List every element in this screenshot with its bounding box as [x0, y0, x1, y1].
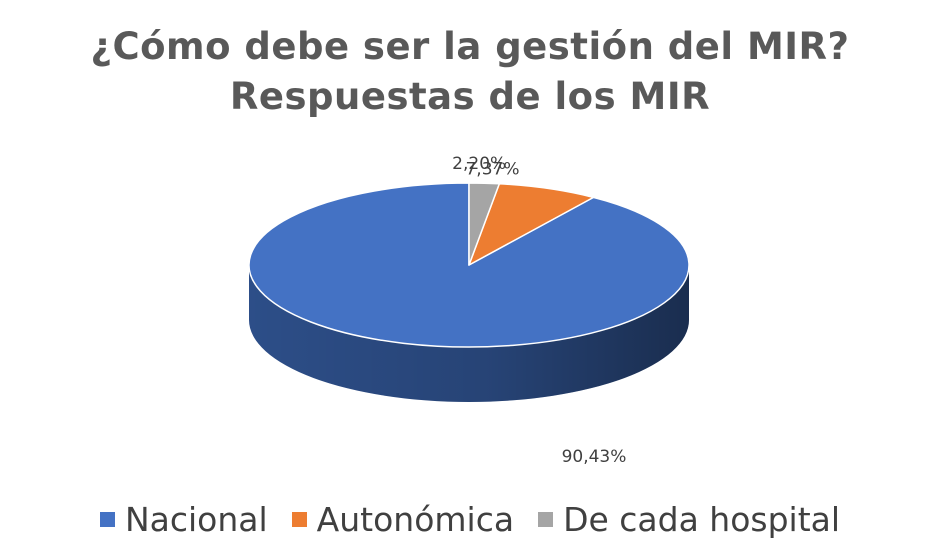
- legend-swatch-autonomica: [291, 512, 307, 527]
- chart-title-line-2: Respuestas de los MIR: [229, 75, 711, 118]
- legend-label-nacional: Nacional: [124, 500, 268, 539]
- legend-label-de-cada-hospital: De cada hospital: [563, 500, 841, 539]
- data-label-nacional: 90,43%: [562, 447, 627, 467]
- pie-slice-de-cada-hospital: [468, 182, 501, 266]
- data-label-autonomica: 7,37%: [465, 160, 519, 180]
- pie-side-shade-nacional: [249, 265, 689, 402]
- chart-title: ¿Cómo debe ser la gestión del MIR? Respu…: [0, 22, 940, 122]
- data-label-de-cada-hospital: 2,20%: [452, 154, 506, 174]
- legend-item-nacional: Nacional: [99, 500, 268, 539]
- legend-item-autonomica: Autonómica: [291, 500, 515, 539]
- legend: Nacional Autonómica De cada hospital: [0, 500, 940, 539]
- pie-sides: [249, 265, 689, 402]
- legend-item-de-cada-hospital: De cada hospital: [538, 500, 840, 539]
- chart-title-line-1: ¿Cómo debe ser la gestión del MIR?: [90, 25, 850, 68]
- pie-tops: [248, 182, 690, 348]
- legend-swatch-nacional: [99, 512, 115, 527]
- legend-swatch-de-cada-hospital: [538, 512, 554, 527]
- legend-label-autonomica: Autonómica: [316, 500, 515, 539]
- pie-slice-autonomica: [468, 183, 595, 266]
- pie-labels: 90,43% 7,37%2,20%: [452, 154, 626, 467]
